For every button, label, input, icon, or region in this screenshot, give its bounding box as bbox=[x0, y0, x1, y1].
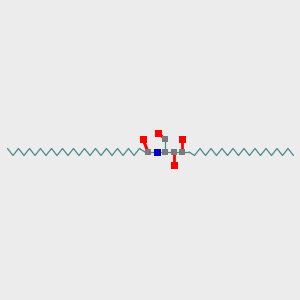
Bar bbox=[178, 136, 185, 142]
Bar bbox=[162, 149, 168, 155]
Bar bbox=[154, 130, 161, 136]
Bar bbox=[140, 136, 146, 142]
Bar bbox=[179, 149, 185, 155]
Bar bbox=[154, 148, 160, 155]
Bar bbox=[170, 161, 178, 169]
Bar bbox=[171, 149, 177, 155]
Bar bbox=[145, 149, 151, 155]
Bar bbox=[162, 136, 168, 142]
